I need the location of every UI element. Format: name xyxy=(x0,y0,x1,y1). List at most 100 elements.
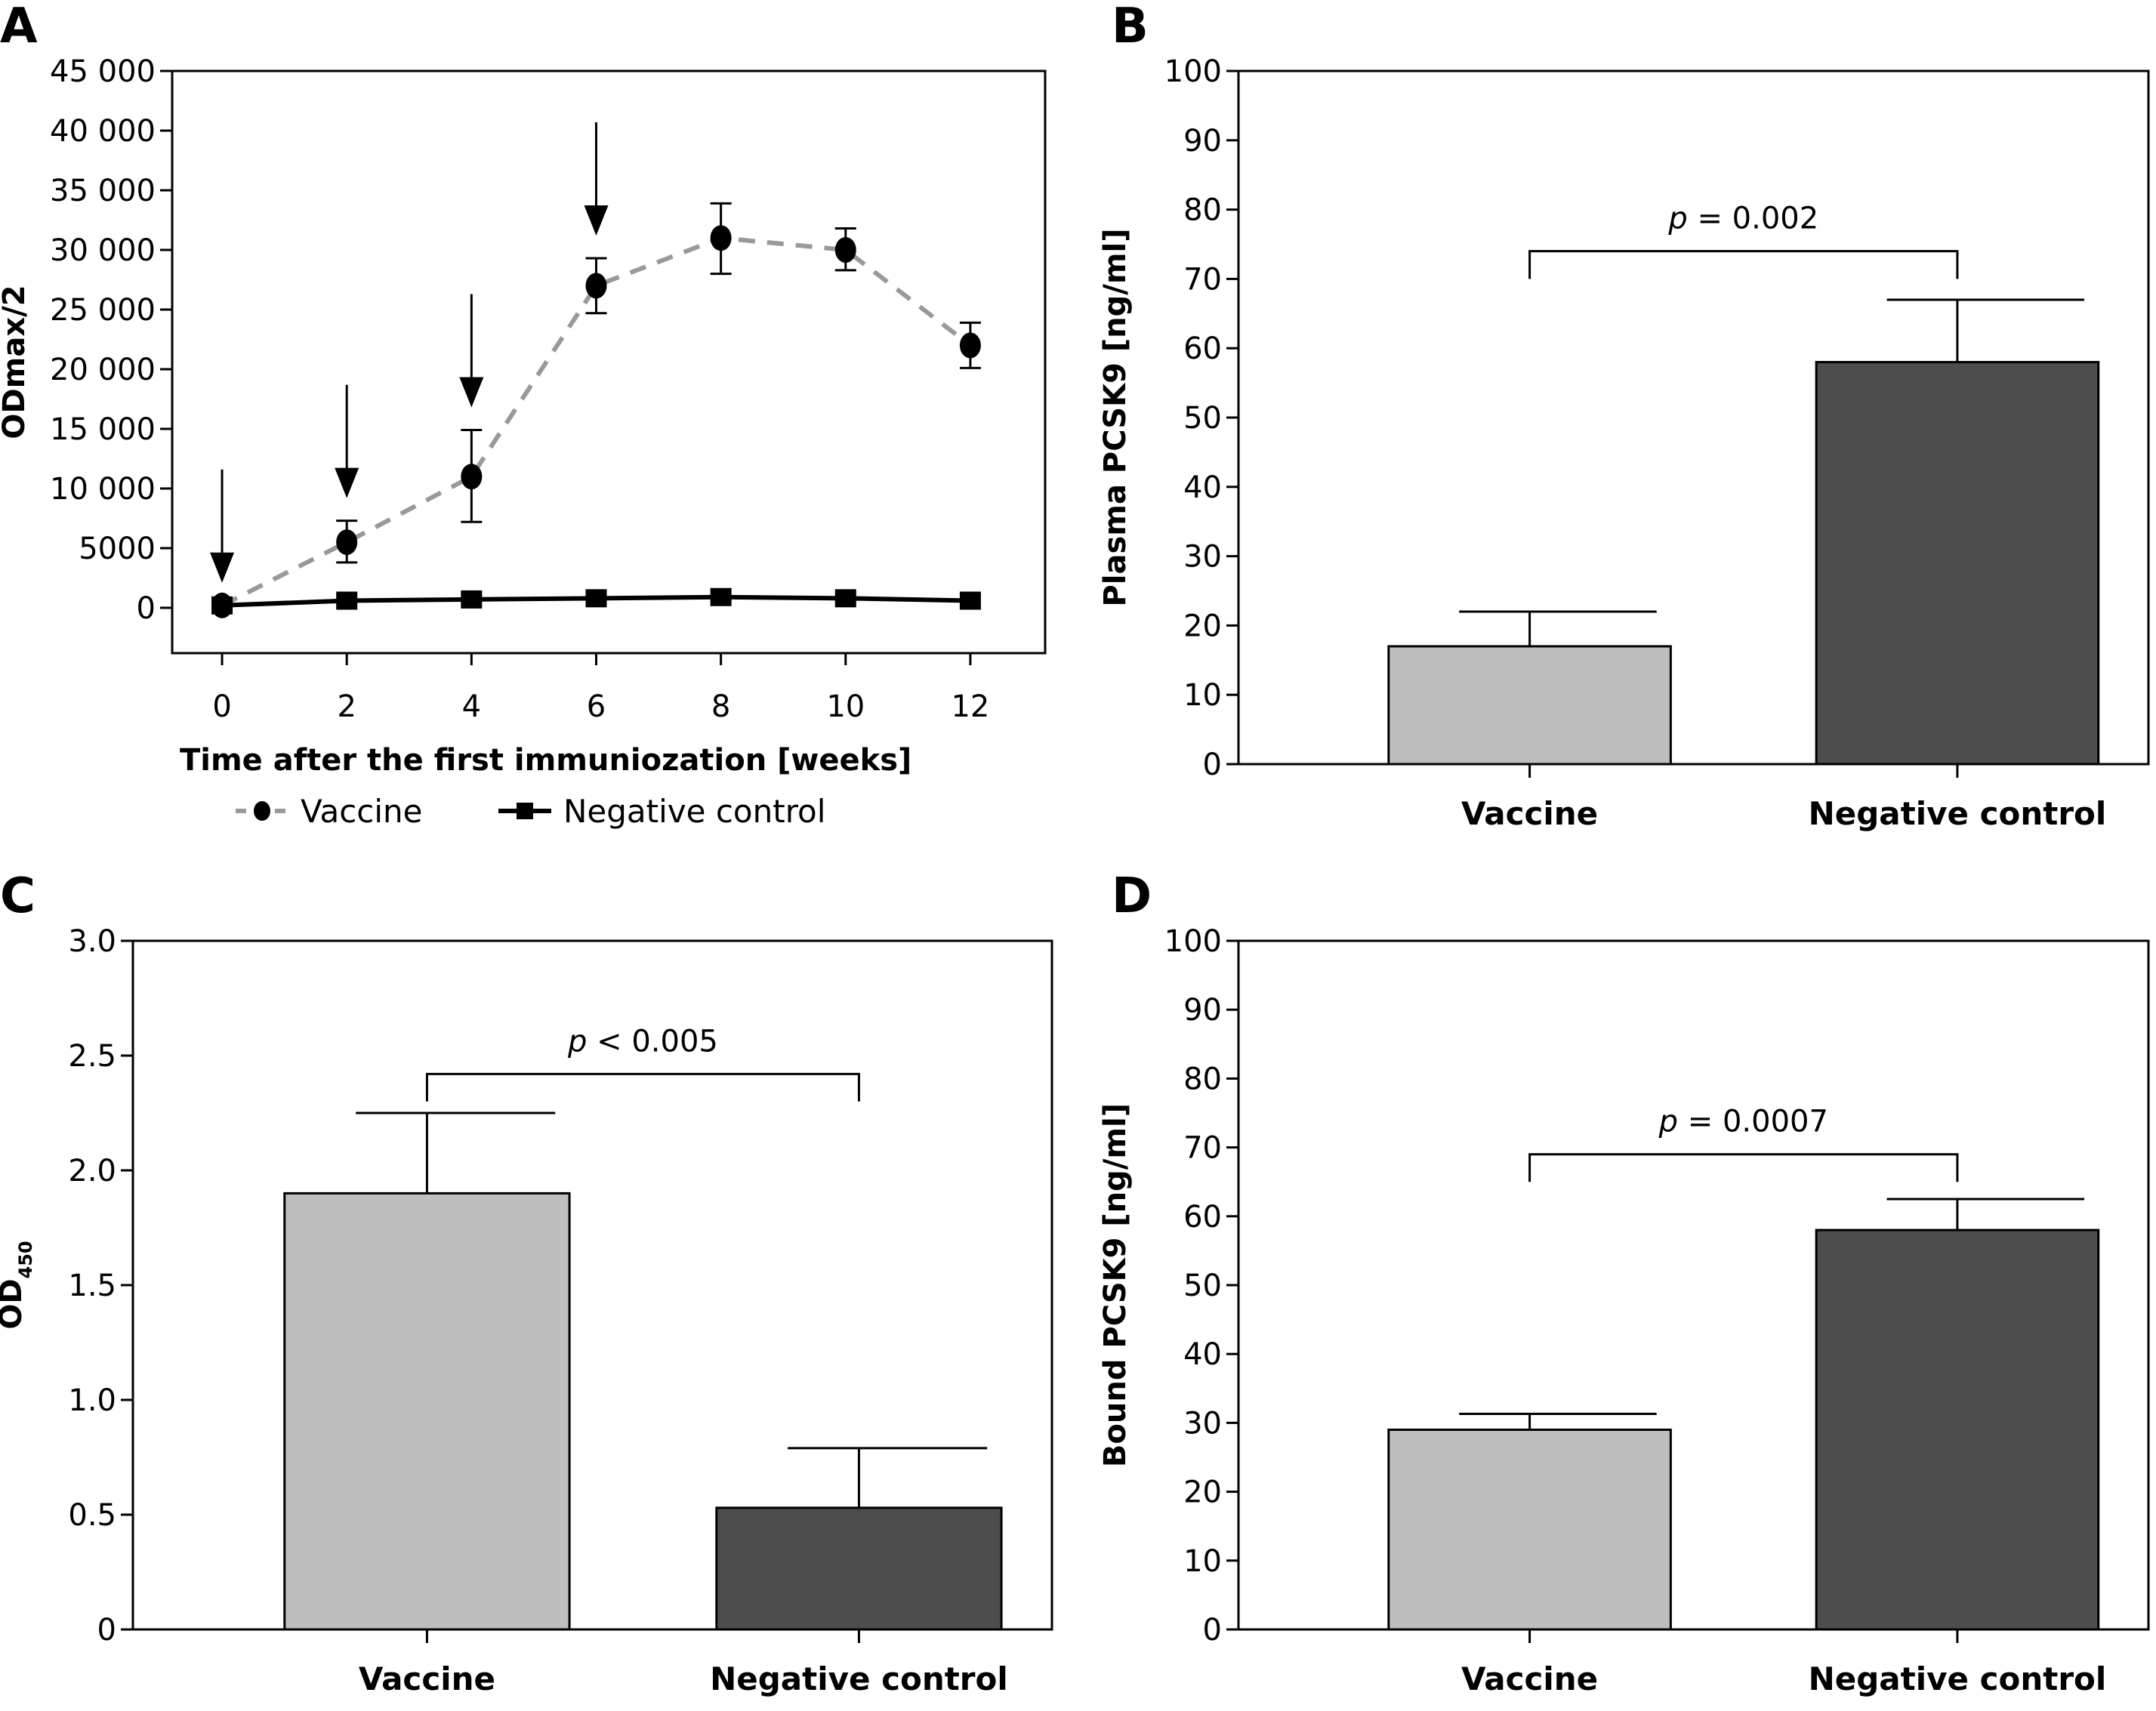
x-tick-label: 0 xyxy=(212,689,231,724)
y-tick-label: 1.5 xyxy=(68,1269,116,1303)
x-tick-label: 6 xyxy=(587,689,606,724)
data-point-negative-control xyxy=(585,589,607,608)
x-tick-label: 8 xyxy=(711,689,730,724)
y-tick-label: 20 xyxy=(1183,1475,1222,1510)
y-axis-title-subscript: 450 xyxy=(15,1241,36,1278)
y-tick-label: 90 xyxy=(1183,993,1222,1028)
y-tick-label: 0 xyxy=(1203,1613,1222,1648)
y-tick-label: 20 000 xyxy=(50,353,156,387)
data-point-negative-control xyxy=(211,596,233,615)
y-tick-label: 35 000 xyxy=(50,174,156,208)
y-tick-label: 25 000 xyxy=(50,293,156,328)
y-tick-label: 60 xyxy=(1183,1200,1222,1235)
panel-letter: C xyxy=(0,868,35,924)
y-tick-label: 60 xyxy=(1183,331,1222,366)
y-tick-label: 3.0 xyxy=(68,924,116,959)
y-tick-label: 45 000 xyxy=(50,54,156,89)
data-point-vaccine xyxy=(461,464,483,490)
data-point-negative-control xyxy=(461,590,483,609)
x-category-label: Vaccine xyxy=(359,1660,495,1697)
bar-vaccine xyxy=(283,1192,571,1631)
bar-negative-control xyxy=(1815,1229,2100,1631)
y-axis-title-text: OD xyxy=(0,1278,29,1329)
panel-a: A 0 5000 10 000 15 000 20 000 25 000 30 000 35 0… xyxy=(0,0,1047,830)
y-tick-label: 1.0 xyxy=(68,1383,116,1418)
y-tick-label: 0 xyxy=(97,1613,116,1648)
y-tick-label: 5000 xyxy=(79,532,156,566)
x-tick-label: 2 xyxy=(337,689,356,724)
data-point-vaccine xyxy=(336,529,358,556)
x-tick-label: 4 xyxy=(462,689,481,724)
immunization-arrow-icon xyxy=(335,467,359,498)
panel-letter: B xyxy=(1112,0,1149,54)
legend-marker-square-icon xyxy=(517,803,533,819)
x-category-label: Vaccine xyxy=(1461,795,1598,832)
legend-marker-circle-icon xyxy=(254,801,270,821)
y-tick-label: 40 xyxy=(1183,1337,1222,1372)
y-tick-label: 70 xyxy=(1183,262,1222,297)
bar-vaccine xyxy=(1387,1429,1672,1631)
y-tick-label: 80 xyxy=(1183,193,1222,228)
y-tick-label: 0.5 xyxy=(68,1498,116,1533)
panel-letter: D xyxy=(1112,868,1152,924)
y-axis-title: Bound PCSK9 [ng/ml] xyxy=(1098,1103,1133,1467)
data-point-negative-control xyxy=(710,587,732,606)
data-point-vaccine xyxy=(585,273,607,299)
panel-b: B 0 10 20 30 40 50 60 70 80 90 100 Plasma PCSK9 [ng/… xyxy=(1098,0,2150,832)
y-tick-label: 2.0 xyxy=(68,1154,116,1188)
panel-c: C 0 0.5 1.0 1.5 2.0 2.5 3.0 OD450 Vaccine Negative… xyxy=(0,868,1053,1697)
p-value-text: < 0.005 xyxy=(587,1024,717,1059)
legend-label-negative-control: Negative control xyxy=(563,793,825,830)
legend-label-vaccine: Vaccine xyxy=(301,793,423,830)
y-tick-label: 10 xyxy=(1183,1544,1222,1579)
y-axis-title-text: Bound PCSK9 [ng/ml] xyxy=(1098,1103,1133,1467)
y-axis-title: OD450 xyxy=(0,1241,36,1329)
y-tick-label: 50 xyxy=(1183,401,1222,436)
y-tick-label: 30 xyxy=(1183,1406,1222,1441)
y-tick-label: 20 xyxy=(1183,609,1222,643)
p-value-text: = 0.0007 xyxy=(1678,1105,1828,1139)
y-tick-label: 30 xyxy=(1183,540,1222,575)
y-axis-title-text: ODmax/2 xyxy=(0,285,32,439)
immunization-arrow-icon xyxy=(210,552,235,583)
x-category-label: Negative control xyxy=(1809,795,2107,832)
y-tick-label: 10 xyxy=(1183,678,1222,713)
y-tick-label: 2.5 xyxy=(68,1039,116,1074)
y-tick-label: 40 000 xyxy=(50,114,156,149)
p-value-label: p < 0.005 xyxy=(567,1024,718,1059)
data-point-vaccine xyxy=(959,332,981,359)
immunization-arrow-icon xyxy=(459,377,484,408)
bar-negative-control xyxy=(715,1506,1003,1631)
significance-bracket xyxy=(425,1072,860,1102)
y-axis-title: ODmax/2 xyxy=(0,285,32,439)
y-tick-label: 15 000 xyxy=(50,412,156,447)
p-value-label: p = 0.002 xyxy=(1667,202,1818,236)
p-value-text: = 0.002 xyxy=(1688,202,1818,236)
y-tick-label: 30 000 xyxy=(50,233,156,268)
x-category-label: Vaccine xyxy=(1461,1660,1598,1697)
p-value-symbol: p xyxy=(1658,1105,1678,1139)
y-tick-label: 50 xyxy=(1183,1269,1222,1303)
x-tick-label: 12 xyxy=(951,689,989,724)
data-point-negative-control xyxy=(959,591,981,610)
y-tick-label: 10 000 xyxy=(50,472,156,507)
plot-frame xyxy=(171,69,1047,655)
y-tick-label: 90 xyxy=(1183,124,1222,159)
significance-bracket xyxy=(1528,1153,1959,1182)
significance-bracket xyxy=(1528,250,1959,279)
data-point-negative-control xyxy=(336,591,358,610)
legend: Vaccine Negative control xyxy=(236,793,825,830)
x-axis-title: Time after the first immuniozation [week… xyxy=(180,743,911,778)
p-value-symbol: p xyxy=(567,1024,587,1059)
data-point-vaccine xyxy=(834,236,856,263)
y-tick-label: 40 xyxy=(1183,470,1222,505)
y-tick-label: 100 xyxy=(1164,924,1222,959)
y-tick-label: 0 xyxy=(137,591,156,626)
y-tick-label: 100 xyxy=(1164,54,1222,89)
data-point-vaccine xyxy=(710,225,732,251)
x-category-label: Negative control xyxy=(710,1660,1008,1697)
y-tick-label: 0 xyxy=(1203,748,1222,782)
x-tick-label: 10 xyxy=(826,689,865,724)
x-category-label: Negative control xyxy=(1809,1660,2107,1697)
